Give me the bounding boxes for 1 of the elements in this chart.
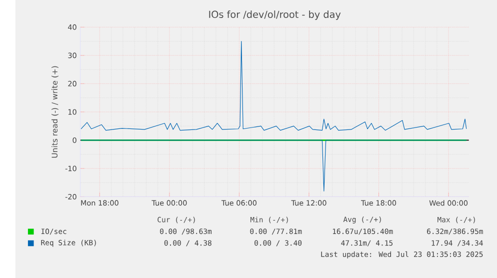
chart-title: IOs for /dev/ol/root - by day — [209, 10, 341, 20]
